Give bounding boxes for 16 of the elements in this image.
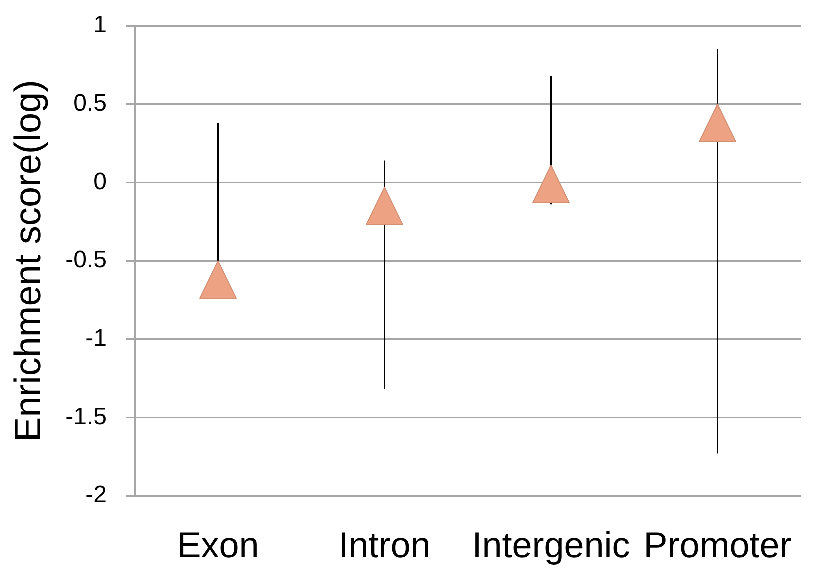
y-tick-label: -0.5 [66,246,107,274]
point [699,104,736,142]
y-tick-label: 0 [94,168,107,196]
point [366,186,404,226]
y-tick-label: -1.5 [66,403,107,430]
y-tick-label: 0.5 [74,90,107,117]
x-tick-label: Exon [177,524,260,566]
x-tick-label: Promoter [644,524,792,566]
point [532,164,570,204]
point [200,260,237,300]
y-axis-title: Enrichment score(log) [7,80,48,442]
x-tick-label: Intergenic [472,524,630,566]
y-tick-label: -2 [86,482,107,509]
y-tick-label: 1 [94,12,107,39]
x-tick-label: Intron [338,524,431,566]
y-tick-label: -1 [86,324,107,352]
